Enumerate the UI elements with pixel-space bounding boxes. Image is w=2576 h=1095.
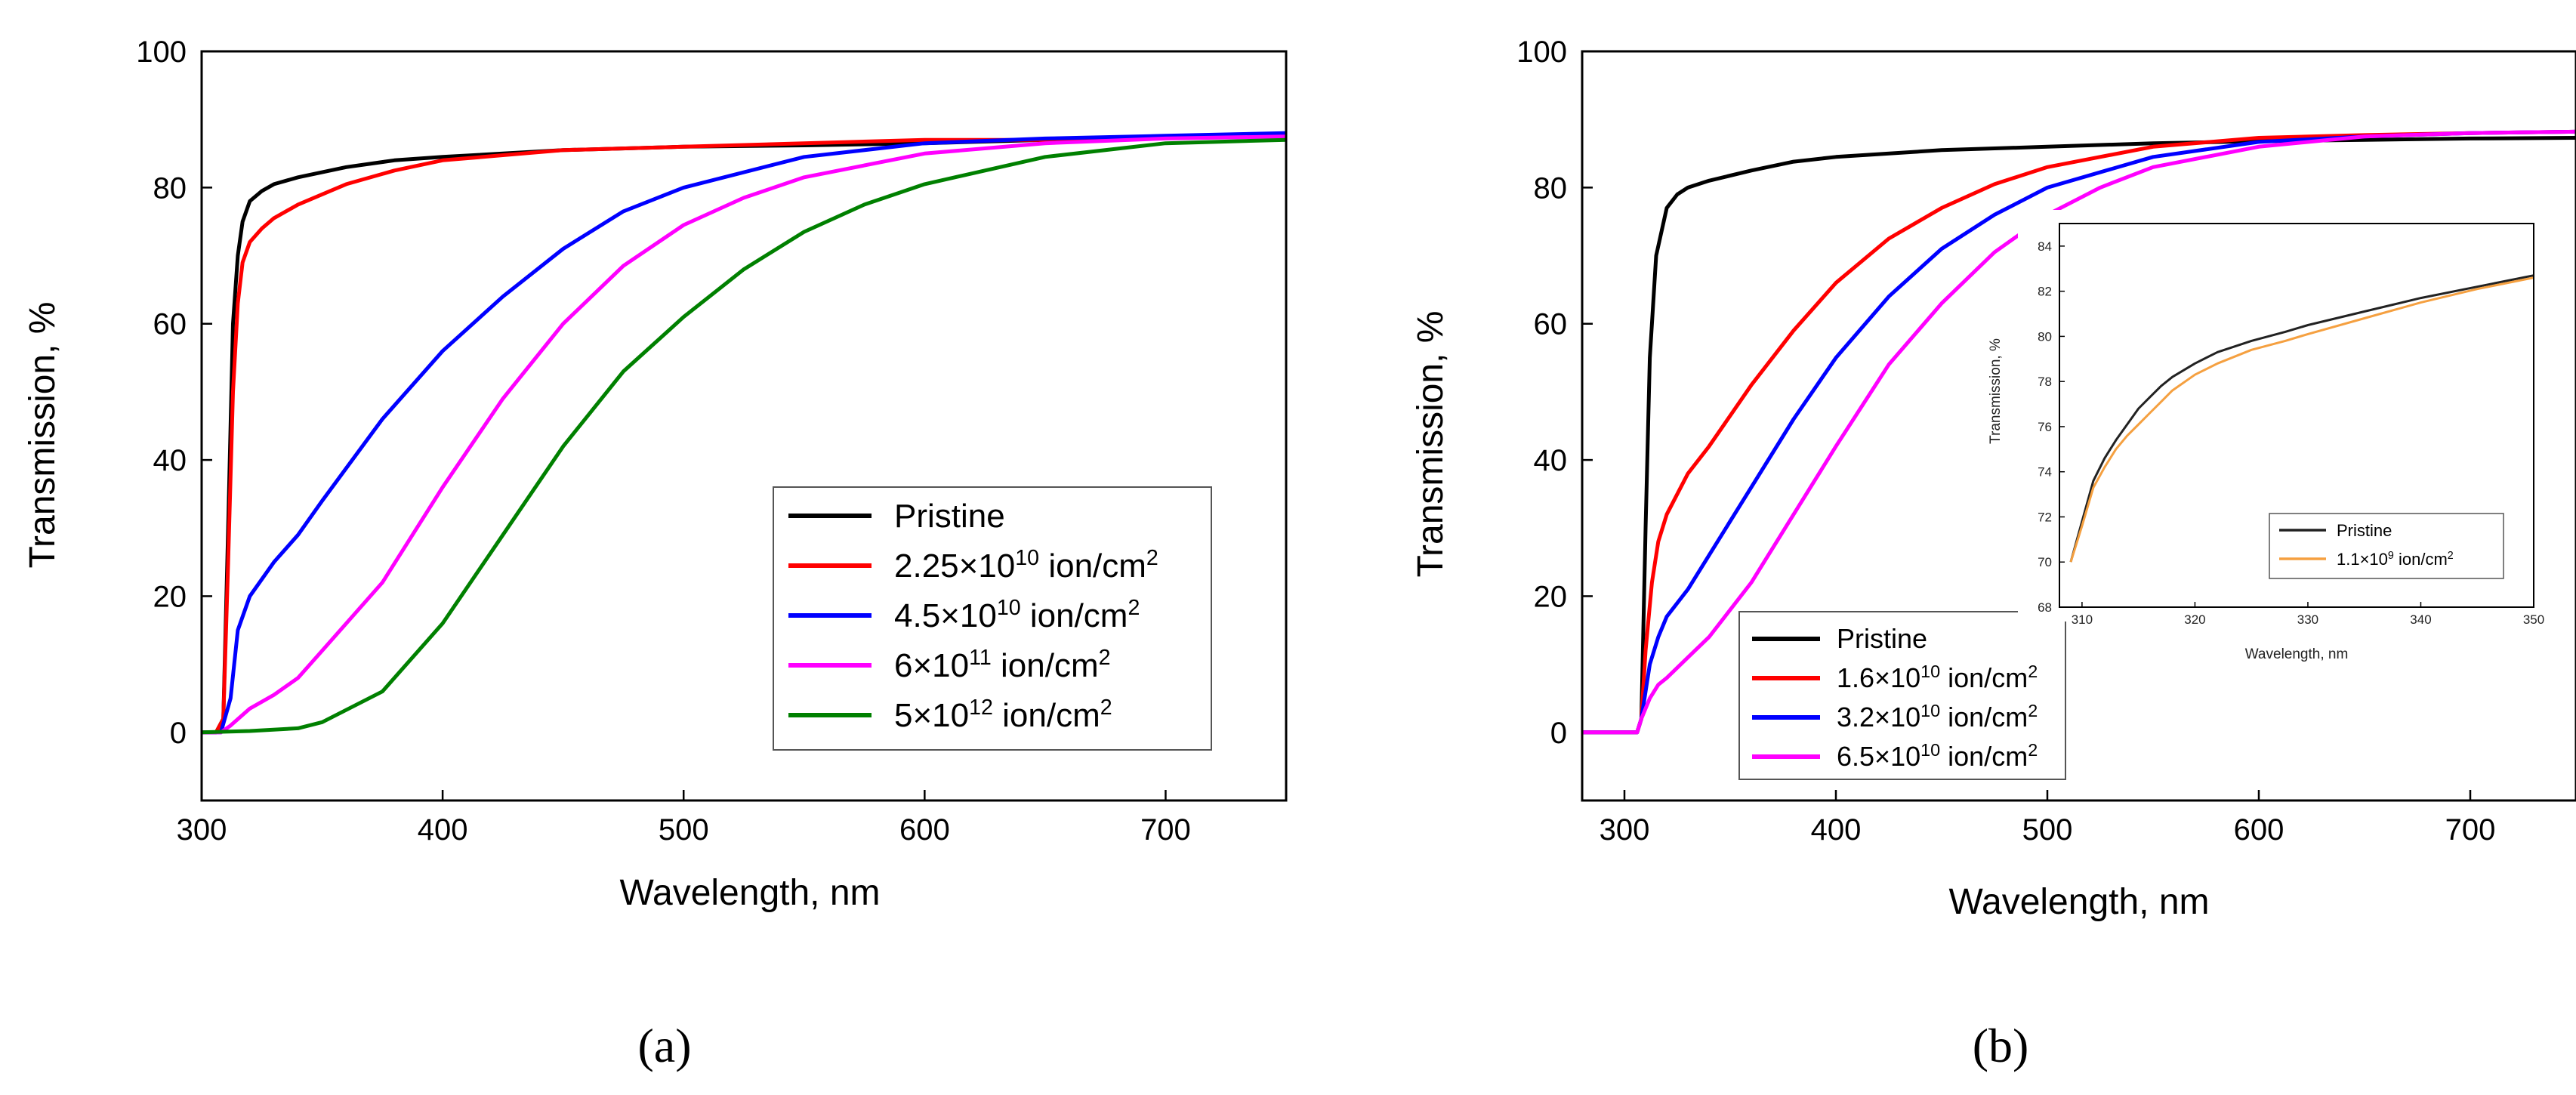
inset-x-axis-label: Wavelength, nm <box>2245 646 2349 662</box>
inset-y-tick-label: 82 <box>2038 285 2052 299</box>
inset-y-tick-label: 72 <box>2038 510 2052 524</box>
panel-b-label: (b) <box>1973 1019 2029 1072</box>
inset-y-tick-label: 84 <box>2038 239 2052 254</box>
inset-legend-entry-1: 1.1×109 ion/cm2 <box>2337 550 2454 569</box>
panel-a-series-line-2 <box>202 131 1287 735</box>
inset-y-axis-label: Transmission, % <box>1988 338 2004 444</box>
inset-y-tick-label: 74 <box>2038 465 2052 480</box>
panel-a-legend-box <box>773 486 1212 751</box>
panel-a-x-tick-label: 300 <box>177 813 227 847</box>
panel-b-series-line-1 <box>1582 129 2576 735</box>
panel-a-legend-entry-1: 2.25×1010 ion/cm2 <box>894 546 1158 585</box>
panel-b-y-tick-label: 100 <box>1516 35 1567 69</box>
inset-y-tick-label: 78 <box>2038 375 2052 389</box>
panel-a-y-axis-label: Transmission, % <box>23 302 63 569</box>
panel-b-x-tick-label: 500 <box>2022 813 2073 847</box>
panel-a-y-tick-label: 80 <box>153 171 187 205</box>
panel-a-x-axis-label: Wavelength, nm <box>619 873 880 913</box>
panel-b-legend: Pristine 1.6×1010 ion/cm2 3.2×1010 ion/cm2… <box>1738 611 2066 780</box>
panel-b-x-tick-label: 400 <box>1811 813 1862 847</box>
panel-b-x-axis-label: Wavelength, nm <box>1948 882 2209 922</box>
inset-series-line-0 <box>2069 274 2534 563</box>
panel-a-legend-entry-3: 6×1011 ion/cm2 <box>894 646 1111 684</box>
panel-b-y-tick-label: 0 <box>1550 717 1567 750</box>
inset-x-tick-label: 320 <box>2184 612 2205 627</box>
panel-a-legend-entry-0: Pristine <box>894 498 1005 535</box>
panel-b-legend-entry-2: 3.2×1010 ion/cm2 <box>1837 701 2038 733</box>
inset-x-tick-label: 310 <box>2072 612 2093 627</box>
panel-b-lines <box>1582 129 2576 735</box>
inset-y-tick-label: 80 <box>2038 329 2052 344</box>
panel-b-series-line-2 <box>1582 129 2576 735</box>
inset-plot-frame <box>2059 223 2534 608</box>
inset-legend: Pristine 1.1×109 ion/cm2 <box>2269 513 2504 579</box>
panel-a-y-tick-label: 0 <box>170 717 187 750</box>
panel-b-y-tick-label: 20 <box>1534 580 1568 613</box>
panel-a-x-tick-label: 700 <box>1140 813 1191 847</box>
inset-legend-entry-0: Pristine <box>2337 521 2392 540</box>
panel-a-series-line-4 <box>201 137 1287 735</box>
panel-a-y-tick-label: 100 <box>136 35 187 69</box>
panel-b-series-line-3 <box>1582 129 2576 735</box>
inset-x-tick-label: 350 <box>2523 612 2544 627</box>
panel-b-y-axis-label: Transmission, % <box>1411 311 1451 578</box>
panel-b-inset-chart: Transmission, % Wavelength, nm 310 320 330… <box>1988 210 2563 662</box>
panel-b-legend-entry-3: 6.5×1010 ion/cm2 <box>1837 740 2038 772</box>
panel-b-series-line-0 <box>1582 136 2576 735</box>
inset-lines <box>2069 274 2534 563</box>
panel-a-chart: Transmission, % Wavelength, nm 300 400 500… <box>23 35 1288 1072</box>
panel-b-x-tick-label: 300 <box>1600 813 1650 847</box>
panel-a-legend-entry-2: 4.5×1010 ion/cm2 <box>894 596 1140 634</box>
panel-a-ticks: 300 400 500 600 700 0 20 40 60 80 100 <box>136 35 1191 847</box>
inset-series-line-1 <box>2069 276 2534 563</box>
panel-b-legend-entry-0: Pristine <box>1837 623 1927 654</box>
inset-x-tick-label: 330 <box>2297 612 2318 627</box>
panel-a-label: (a) <box>637 1019 691 1072</box>
panel-b-x-tick-label: 600 <box>2234 813 2284 847</box>
inset-y-tick-label: 76 <box>2038 420 2052 434</box>
panel-a-legend: Pristine 2.25×1010 ion/cm2 4.5×1010 ion/cm… <box>773 486 1212 751</box>
panel-a-legend-entry-4: 5×1012 ion/cm2 <box>894 696 1112 734</box>
panel-a-x-tick-label: 400 <box>418 813 468 847</box>
inset-x-tick-label: 340 <box>2410 612 2431 627</box>
panel-b-x-tick-label: 700 <box>2445 813 2496 847</box>
panel-b-y-tick-label: 60 <box>1534 308 1568 341</box>
panel-a-x-tick-label: 600 <box>899 813 950 847</box>
panel-b-y-tick-label: 80 <box>1534 171 1568 205</box>
panel-b-chart: Transmission, % Wavelength, nm 300 400 500… <box>1411 35 2576 1072</box>
inset-legend-box <box>2269 513 2504 579</box>
panel-a-y-tick-label: 20 <box>153 580 187 613</box>
panel-b-plot-frame <box>1581 50 2576 802</box>
panel-a-lines <box>201 131 1287 735</box>
panel-a-series-line-1 <box>202 134 1287 735</box>
panel-a-y-tick-label: 60 <box>153 308 187 341</box>
inset-ticks: 310 320 330 340 350 68 70 72 74 76 78 80 82 84 <box>2038 239 2544 627</box>
panel-a-y-tick-label: 40 <box>153 444 187 477</box>
panel-a-series-line-3 <box>202 134 1287 735</box>
panel-a-plot-frame <box>200 50 1288 802</box>
panel-b-legend-entry-1: 1.6×1010 ion/cm2 <box>1837 662 2038 693</box>
inset-y-tick-label: 70 <box>2038 555 2052 569</box>
inset-y-tick-label: 68 <box>2038 600 2052 615</box>
panel-a-x-tick-label: 500 <box>659 813 709 847</box>
panel-b-y-tick-label: 40 <box>1534 444 1568 477</box>
